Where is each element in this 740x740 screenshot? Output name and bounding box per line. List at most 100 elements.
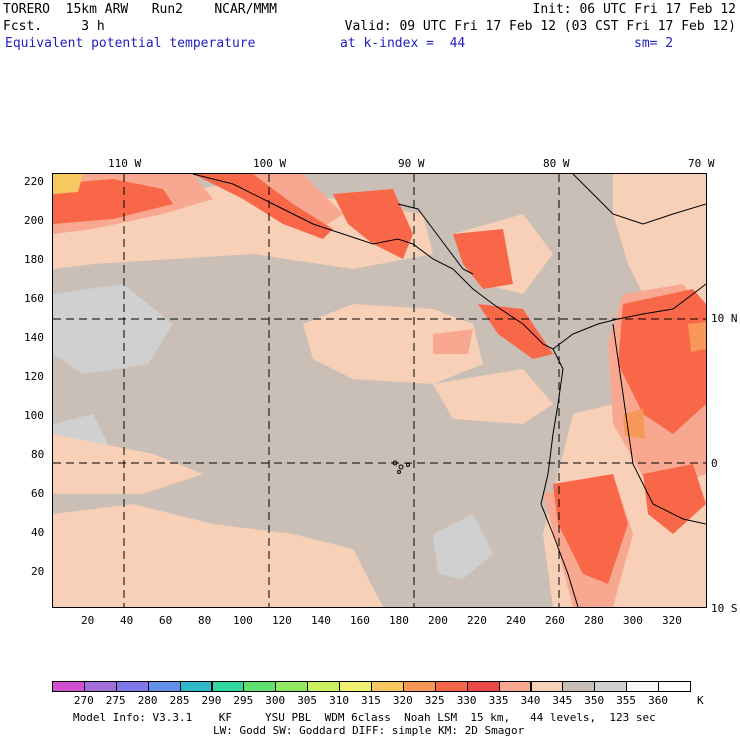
x-tick: 260 — [545, 614, 565, 627]
x-tick: 100 — [233, 614, 253, 627]
lon-label-100w: 100 W — [253, 157, 287, 170]
x-tick: 280 — [584, 614, 604, 627]
colorbar-level-label: 340 — [520, 694, 541, 707]
field-band-330 — [618, 289, 706, 434]
south-america-west-coast — [540, 348, 579, 607]
y-tick: 60 — [31, 487, 45, 500]
x-tick: 40 — [120, 614, 134, 627]
field-band-320 — [53, 174, 83, 194]
colorbar-level-label: 345 — [552, 694, 573, 707]
x-tick: 240 — [506, 614, 526, 627]
x-tick: 320 — [662, 614, 682, 627]
y-tick: 40 — [31, 526, 45, 539]
yucatan-coast — [397, 203, 474, 275]
field-patch-light — [53, 284, 173, 374]
colorbar-swatch — [275, 681, 309, 692]
x-tick: 220 — [467, 614, 487, 627]
x-tick: 300 — [623, 614, 643, 627]
coastlines — [192, 174, 706, 607]
colorbar-swatch — [402, 681, 436, 692]
caribbean-coast — [572, 174, 706, 225]
colorbar-level-label: 360 — [648, 694, 668, 707]
colorbar-level-label: 350 — [584, 694, 605, 707]
colorbar-swatch — [562, 681, 596, 692]
colorbar-swatch — [179, 681, 213, 692]
y-tick: 120 — [24, 370, 44, 383]
field-band-345 — [433, 369, 553, 424]
valid-time: Valid: 09 UTC Fri 17 Feb 12 (03 CST Fri … — [344, 19, 736, 34]
lat-lon-grid — [53, 174, 706, 607]
field-patch-light — [433, 514, 493, 579]
colorbar-swatch — [530, 681, 564, 692]
x-tick: 140 — [311, 614, 331, 627]
field-band-325 — [623, 409, 645, 439]
colorbar-swatch — [307, 681, 341, 692]
colorbar-swatch — [243, 681, 277, 692]
colorbar-swatch — [115, 681, 149, 692]
y-tick: 100 — [24, 409, 44, 422]
colorbar-level-label: 270 — [73, 694, 94, 707]
field-band-345 — [613, 174, 706, 314]
level-index: at k-index = 44 — [340, 36, 466, 51]
model-info: Model Info: V3.3.1 KF YSU PBL WDM 6class… — [73, 711, 656, 724]
colorbar-swatch — [658, 681, 691, 692]
colorbar-level-label: 295 — [233, 694, 254, 707]
colorbar-swatch — [466, 681, 500, 692]
y-tick: 20 — [31, 565, 45, 578]
model-title: TORERO 15km ARW Run2 NCAR/MMM — [3, 2, 277, 17]
colorbar-swatch — [147, 681, 181, 692]
lat-label-10n: 10 N — [711, 312, 738, 325]
colorbar-swatch — [594, 681, 628, 692]
field-band-325 — [688, 322, 706, 352]
field-band-345 — [303, 304, 483, 384]
field-band-330 — [478, 304, 553, 359]
map-canvas — [53, 174, 706, 607]
lon-label-70w: 70 W — [688, 157, 715, 170]
colorbar-swatch — [339, 681, 372, 692]
field-band-345 — [53, 434, 203, 494]
field-band-340 — [433, 329, 473, 354]
field-name: Equivalent potential temperature — [5, 36, 256, 51]
galapagos-islands — [392, 460, 410, 474]
theta-e-map — [52, 173, 707, 608]
field-band-330 — [193, 174, 333, 239]
colorbar-level-label: 290 — [201, 694, 222, 707]
x-tick: 160 — [350, 614, 370, 627]
y-tick: 160 — [24, 292, 44, 305]
colorbar-level-label: 315 — [361, 694, 381, 707]
field-band-330 — [643, 464, 706, 534]
x-tick: 20 — [81, 614, 95, 627]
field-band-330 — [53, 179, 173, 224]
physics-info: LW: Godd SW: Goddard DIFF: simple KM: 2D… — [213, 724, 525, 737]
colorbar-level-label: 310 — [329, 694, 349, 707]
y-tick: 140 — [24, 331, 44, 344]
x-tick: 80 — [198, 614, 212, 627]
smoothing: sm= 2 — [634, 36, 674, 51]
y-tick: 200 — [24, 214, 44, 227]
field-band-330 — [553, 474, 628, 584]
colorbar-level-label: 355 — [616, 694, 637, 707]
colorbar-swatch — [434, 681, 468, 692]
colorbar-swatch — [371, 681, 404, 692]
forecast-hour: Fcst. 3 h — [3, 19, 105, 34]
field-band-345 — [53, 249, 108, 269]
colorbar-swatch — [52, 681, 85, 692]
andes-border — [612, 323, 706, 525]
colorbar-level-label: 275 — [105, 694, 126, 707]
colorbar-swatch — [211, 681, 245, 692]
colorbar-level-label: 320 — [392, 694, 413, 707]
y-tick: 80 — [31, 448, 45, 461]
x-tick: 120 — [272, 614, 292, 627]
lon-label-90w: 90 W — [398, 157, 425, 170]
x-tick: 200 — [428, 614, 448, 627]
x-tick: 60 — [159, 614, 173, 627]
colorbar-level-label: 330 — [456, 694, 477, 707]
field-band-330 — [333, 189, 413, 259]
colorbar-level-label: 300 — [265, 694, 286, 707]
lon-label-80w: 80 W — [543, 157, 570, 170]
lat-label-0: 0 — [711, 457, 718, 470]
colorbar-swatch — [83, 681, 117, 692]
colorbar-unit: K — [697, 694, 704, 707]
colorbar-swatch — [626, 681, 660, 692]
lat-label-10s: 10 S — [711, 602, 738, 615]
